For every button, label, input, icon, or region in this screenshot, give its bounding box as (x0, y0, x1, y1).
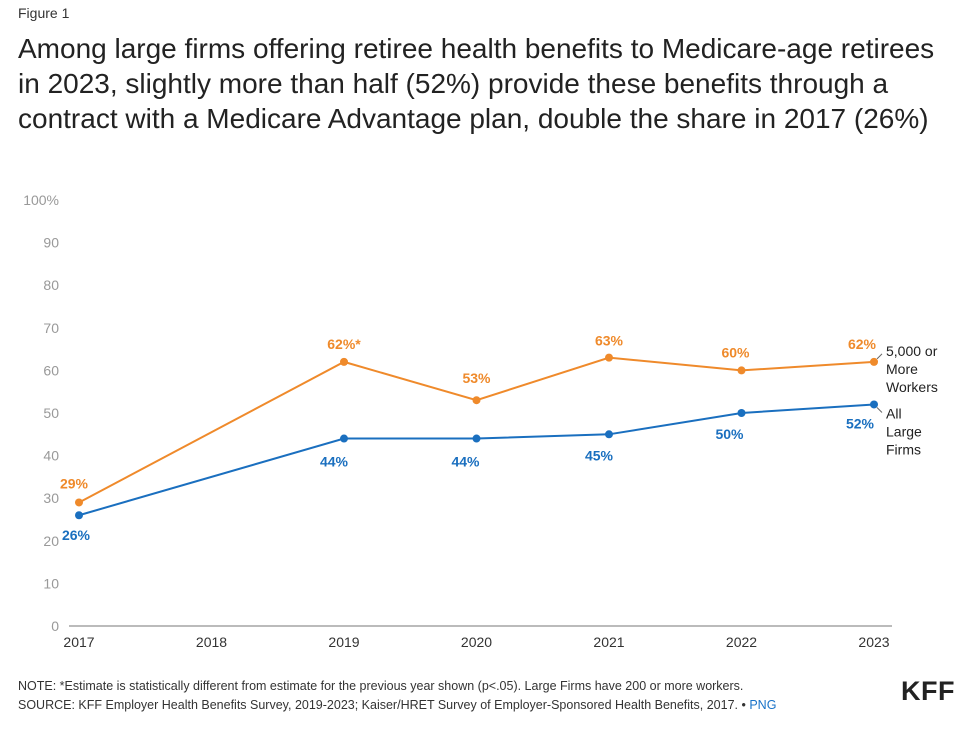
y-tick-label: 10 (43, 575, 59, 591)
data-label: 52% (846, 415, 875, 431)
data-label: 29% (60, 475, 89, 491)
data-point (472, 434, 481, 443)
data-point (605, 353, 613, 362)
x-tick-label: 2020 (461, 634, 492, 650)
data-label: 60% (721, 344, 750, 360)
data-label: 26% (62, 527, 91, 543)
chart-title: Among large firms offering retiree healt… (18, 33, 935, 134)
data-label: 53% (462, 370, 491, 386)
series-label: Workers (886, 379, 938, 395)
series-label: Firms (886, 441, 921, 457)
data-label: 63% (595, 333, 624, 349)
data-point (75, 511, 83, 520)
data-point (75, 498, 83, 507)
y-tick-label: 50 (43, 405, 59, 421)
figure-label: Figure 1 (18, 5, 70, 21)
data-point (737, 409, 746, 417)
data-label: 45% (585, 447, 614, 463)
x-tick-label: 2017 (63, 634, 94, 650)
y-tick-label: 20 (43, 533, 59, 549)
series-line (78, 356, 875, 504)
y-tick-label: 100% (23, 192, 59, 208)
x-tick-label: 2022 (726, 634, 757, 650)
x-tick-label: 2019 (328, 634, 359, 650)
data-label: 44% (320, 454, 349, 470)
y-tick-label: 40 (43, 448, 59, 464)
x-tick-label: 2021 (593, 634, 624, 650)
data-label: 44% (451, 454, 480, 470)
data-point (605, 430, 613, 439)
series-label-leader (876, 353, 883, 360)
y-tick-label: 80 (43, 277, 59, 293)
data-point (870, 400, 878, 409)
source-text: SOURCE: KFF Employer Health Benefits Sur… (18, 698, 746, 712)
y-tick-label: 60 (43, 362, 59, 378)
series-line (78, 403, 875, 517)
chart-notes: NOTE: *Estimate is statistically differe… (18, 677, 878, 715)
series-label-leader (876, 407, 883, 413)
data-label: 62% (848, 336, 877, 352)
y-tick-label: 90 (43, 235, 59, 251)
data-label: 50% (715, 426, 744, 442)
data-point (340, 357, 348, 366)
png-download-link[interactable]: PNG (749, 698, 777, 712)
data-point (472, 396, 481, 405)
note-text: NOTE: *Estimate is statistically differe… (18, 679, 744, 693)
kff-logo: KFF (901, 676, 955, 706)
y-tick-label: 30 (43, 490, 59, 506)
y-tick-label: 70 (43, 320, 59, 336)
x-tick-label: 2018 (196, 634, 227, 650)
data-point (340, 434, 348, 443)
series-label: All (886, 405, 902, 421)
data-label: 62%* (327, 336, 361, 352)
data-point (870, 357, 878, 366)
data-point (737, 366, 746, 375)
y-tick-label: 0 (51, 618, 59, 634)
x-tick-label: 2023 (858, 634, 889, 650)
series-label: 5,000 or (886, 343, 938, 359)
series-label: More (886, 361, 918, 377)
series-label: Large (886, 423, 922, 439)
source-line: SOURCE: KFF Employer Health Benefits Sur… (18, 696, 878, 715)
